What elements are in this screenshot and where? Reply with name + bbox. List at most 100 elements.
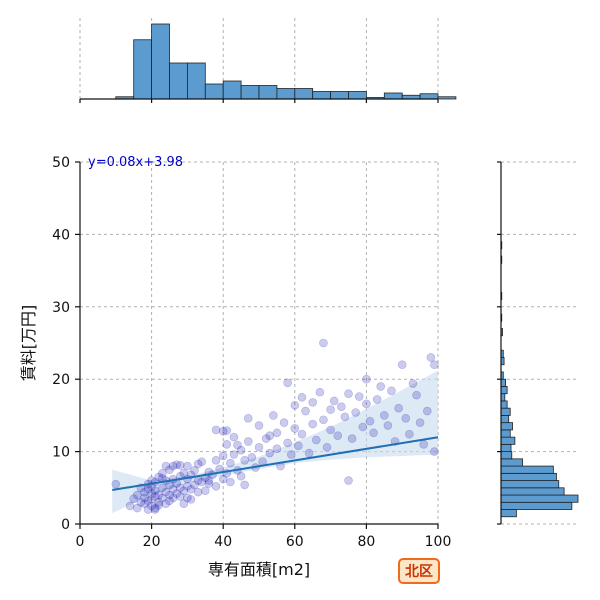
- data-point: [211, 482, 221, 491]
- data-point: [358, 422, 368, 432]
- data-point: [236, 445, 246, 455]
- data-point: [240, 480, 249, 490]
- data-point: [290, 400, 300, 410]
- data-point: [226, 477, 235, 487]
- data-point: [204, 479, 214, 488]
- data-point: [272, 428, 282, 438]
- data-point: [319, 415, 328, 425]
- regression-equation: y=0.08x+3.98: [88, 155, 183, 170]
- data-point: [158, 483, 167, 493]
- x-hist-bar: [204, 83, 224, 100]
- data-point: [351, 408, 360, 417]
- x-tick-label: 0: [76, 534, 85, 550]
- data-point: [150, 492, 160, 501]
- data-point: [143, 484, 153, 494]
- regression-line: [112, 436, 439, 491]
- data-point: [236, 471, 246, 481]
- x-tick-label: 20: [143, 534, 161, 550]
- data-point: [372, 395, 382, 404]
- x-hist-bar: [437, 96, 457, 100]
- data-point: [150, 505, 160, 514]
- data-point: [419, 440, 428, 449]
- data-point: [179, 499, 189, 509]
- data-point: [243, 437, 253, 446]
- data-point: [222, 440, 232, 449]
- data-point: [193, 487, 203, 497]
- data-point: [211, 455, 221, 465]
- data-point: [286, 450, 296, 459]
- y-hist-bar: [500, 501, 573, 510]
- data-point: [269, 411, 278, 420]
- x-hist-bar: [294, 88, 314, 100]
- data-point: [408, 379, 418, 388]
- data-point: [226, 458, 235, 468]
- data-point: [147, 501, 156, 511]
- data-point: [283, 438, 292, 448]
- y-hist-bar: [500, 472, 557, 481]
- data-point: [183, 461, 192, 471]
- x-hist-bar: [151, 23, 170, 100]
- data-point: [322, 442, 332, 452]
- data-point: [143, 505, 153, 514]
- regression-line-path: [112, 436, 439, 491]
- data-point: [354, 392, 364, 401]
- data-point: [326, 405, 335, 414]
- y-hist-bar: [500, 436, 516, 445]
- data-point: [132, 503, 142, 513]
- data-point: [168, 461, 178, 471]
- x-hist-bar: [169, 62, 188, 100]
- x-hist-bar: [258, 85, 278, 100]
- data-point: [422, 406, 432, 416]
- y-tick-label: 0: [61, 517, 70, 533]
- y-hist-bar: [500, 422, 513, 431]
- data-point: [297, 392, 307, 402]
- data-point: [175, 492, 185, 501]
- data-point: [211, 425, 221, 435]
- x-hist-bar: [383, 92, 403, 100]
- data-point: [297, 429, 307, 439]
- data-point: [369, 428, 378, 438]
- data-point: [383, 421, 393, 430]
- data-point: [161, 499, 171, 509]
- x-tick-label: 100: [425, 534, 452, 550]
- data-point: [179, 486, 189, 495]
- data-point: [412, 390, 421, 400]
- data-point: [179, 469, 189, 478]
- data-point: [150, 503, 160, 513]
- x-hist-bar: [186, 62, 206, 100]
- axes: 0 20 40 60 80 100 0 10 20 30 40 50: [52, 155, 451, 550]
- data-point: [229, 432, 239, 442]
- data-point: [147, 495, 156, 504]
- x-axis-label: 専有面積[m2]: [208, 560, 310, 579]
- data-point: [197, 457, 207, 467]
- data-point: [186, 484, 196, 494]
- data-point: [172, 489, 181, 498]
- data-point: [218, 427, 228, 436]
- data-point: [283, 378, 292, 388]
- y-hist-bar: [500, 378, 507, 387]
- data-point: [365, 416, 375, 426]
- data-point: [201, 486, 210, 495]
- x-hist-bar: [222, 80, 242, 100]
- data-point: [183, 493, 192, 503]
- data-point: [150, 486, 160, 495]
- data-point: [140, 493, 149, 503]
- data-point: [430, 447, 439, 456]
- data-point: [161, 487, 171, 497]
- data-point: [140, 487, 149, 497]
- data-point: [254, 442, 264, 452]
- y-hist-bar: [500, 386, 508, 395]
- x-tick-label: 60: [286, 534, 304, 550]
- y-tick-label: 10: [52, 445, 70, 461]
- data-point: [265, 431, 275, 440]
- data-point: [279, 418, 289, 427]
- data-point: [218, 474, 228, 484]
- x-tick-label: 80: [357, 534, 375, 550]
- data-point: [294, 441, 303, 451]
- data-point: [315, 387, 325, 397]
- data-point: [154, 472, 164, 482]
- y-axis-label: 賃料[万円]: [19, 305, 38, 382]
- data-point: [401, 413, 411, 423]
- data-point: [190, 480, 199, 490]
